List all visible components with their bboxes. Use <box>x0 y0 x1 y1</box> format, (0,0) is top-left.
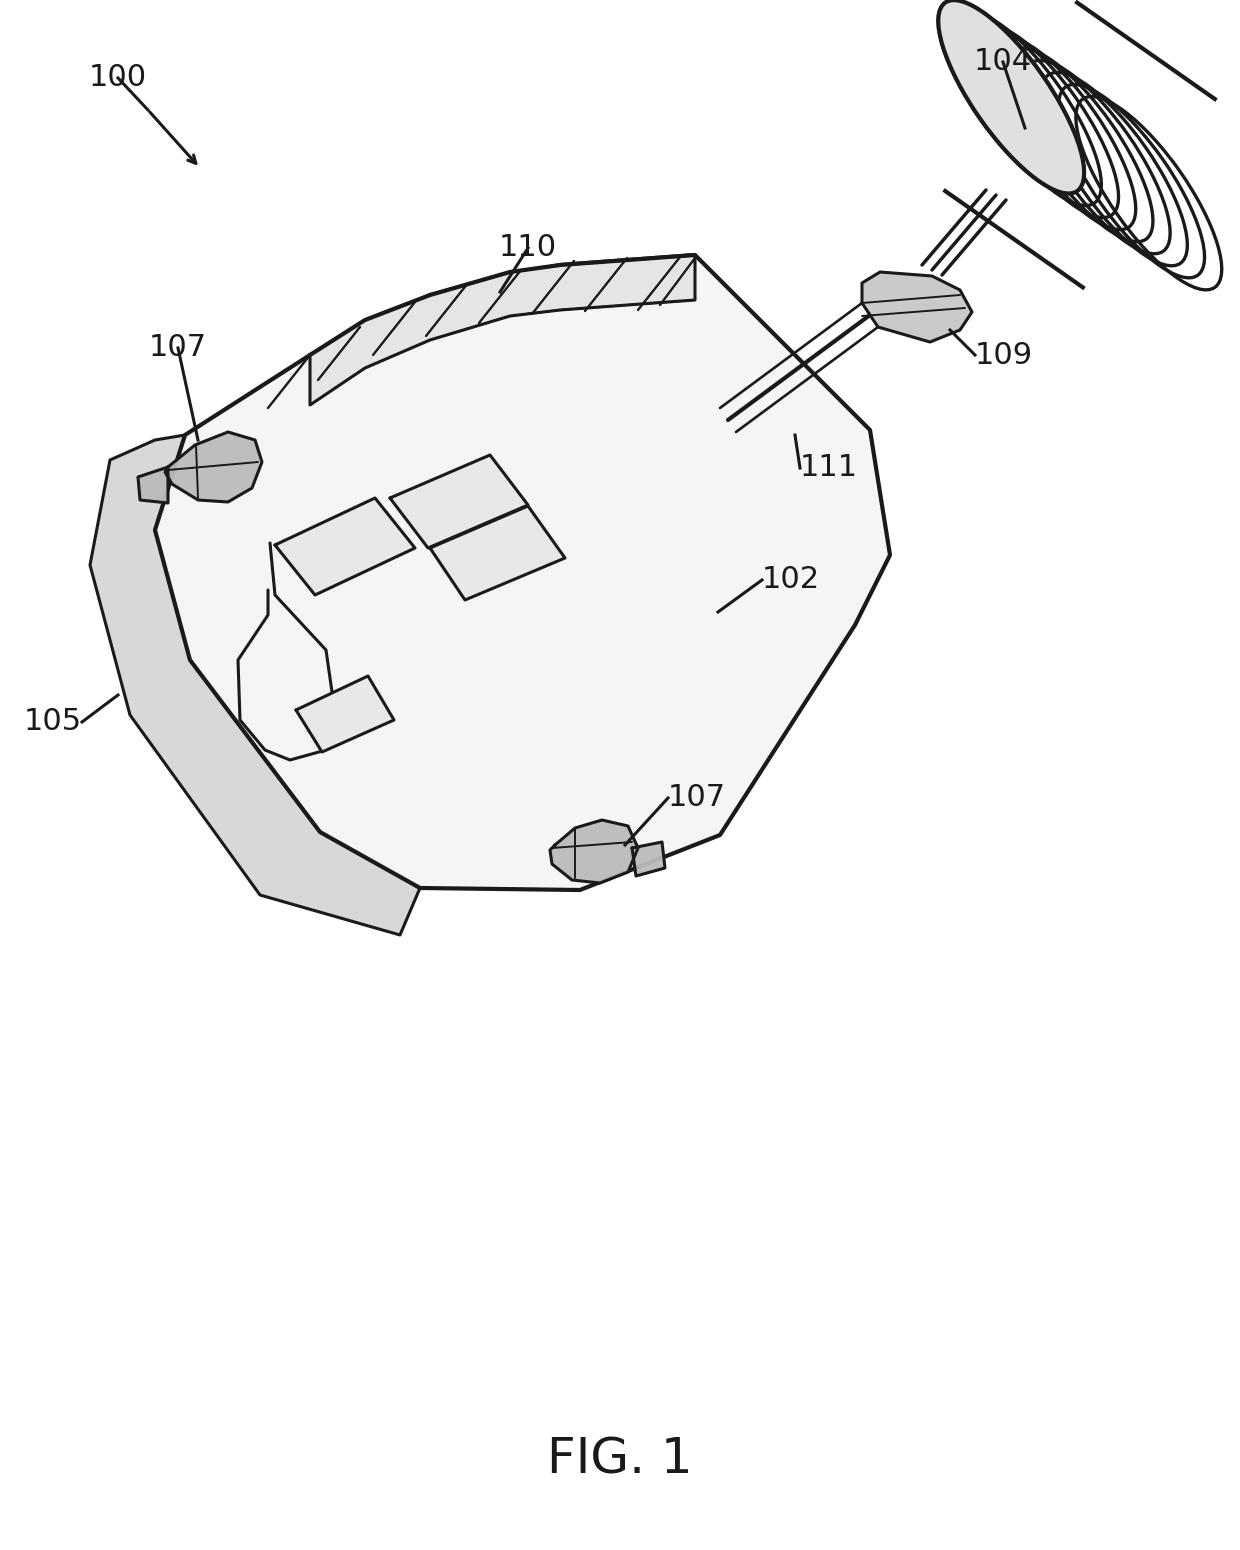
Text: 110: 110 <box>498 234 557 262</box>
Polygon shape <box>391 456 528 549</box>
Polygon shape <box>165 432 262 502</box>
Polygon shape <box>296 676 394 752</box>
Text: 111: 111 <box>800 454 858 482</box>
Text: FIG. 1: FIG. 1 <box>547 1435 693 1483</box>
Text: 105: 105 <box>24 707 82 736</box>
Polygon shape <box>138 467 167 504</box>
Ellipse shape <box>939 0 1084 194</box>
Text: 109: 109 <box>975 341 1033 369</box>
Text: 107: 107 <box>149 333 207 363</box>
Text: 100: 100 <box>89 64 148 93</box>
Polygon shape <box>632 842 665 876</box>
Text: 102: 102 <box>763 566 820 595</box>
Polygon shape <box>155 256 890 890</box>
Text: 107: 107 <box>668 783 727 812</box>
Polygon shape <box>91 436 420 935</box>
Polygon shape <box>430 505 565 600</box>
Polygon shape <box>310 256 694 405</box>
Ellipse shape <box>939 0 1084 194</box>
Polygon shape <box>862 271 972 343</box>
Text: 104: 104 <box>973 48 1032 76</box>
Polygon shape <box>551 820 639 883</box>
Polygon shape <box>275 498 415 595</box>
